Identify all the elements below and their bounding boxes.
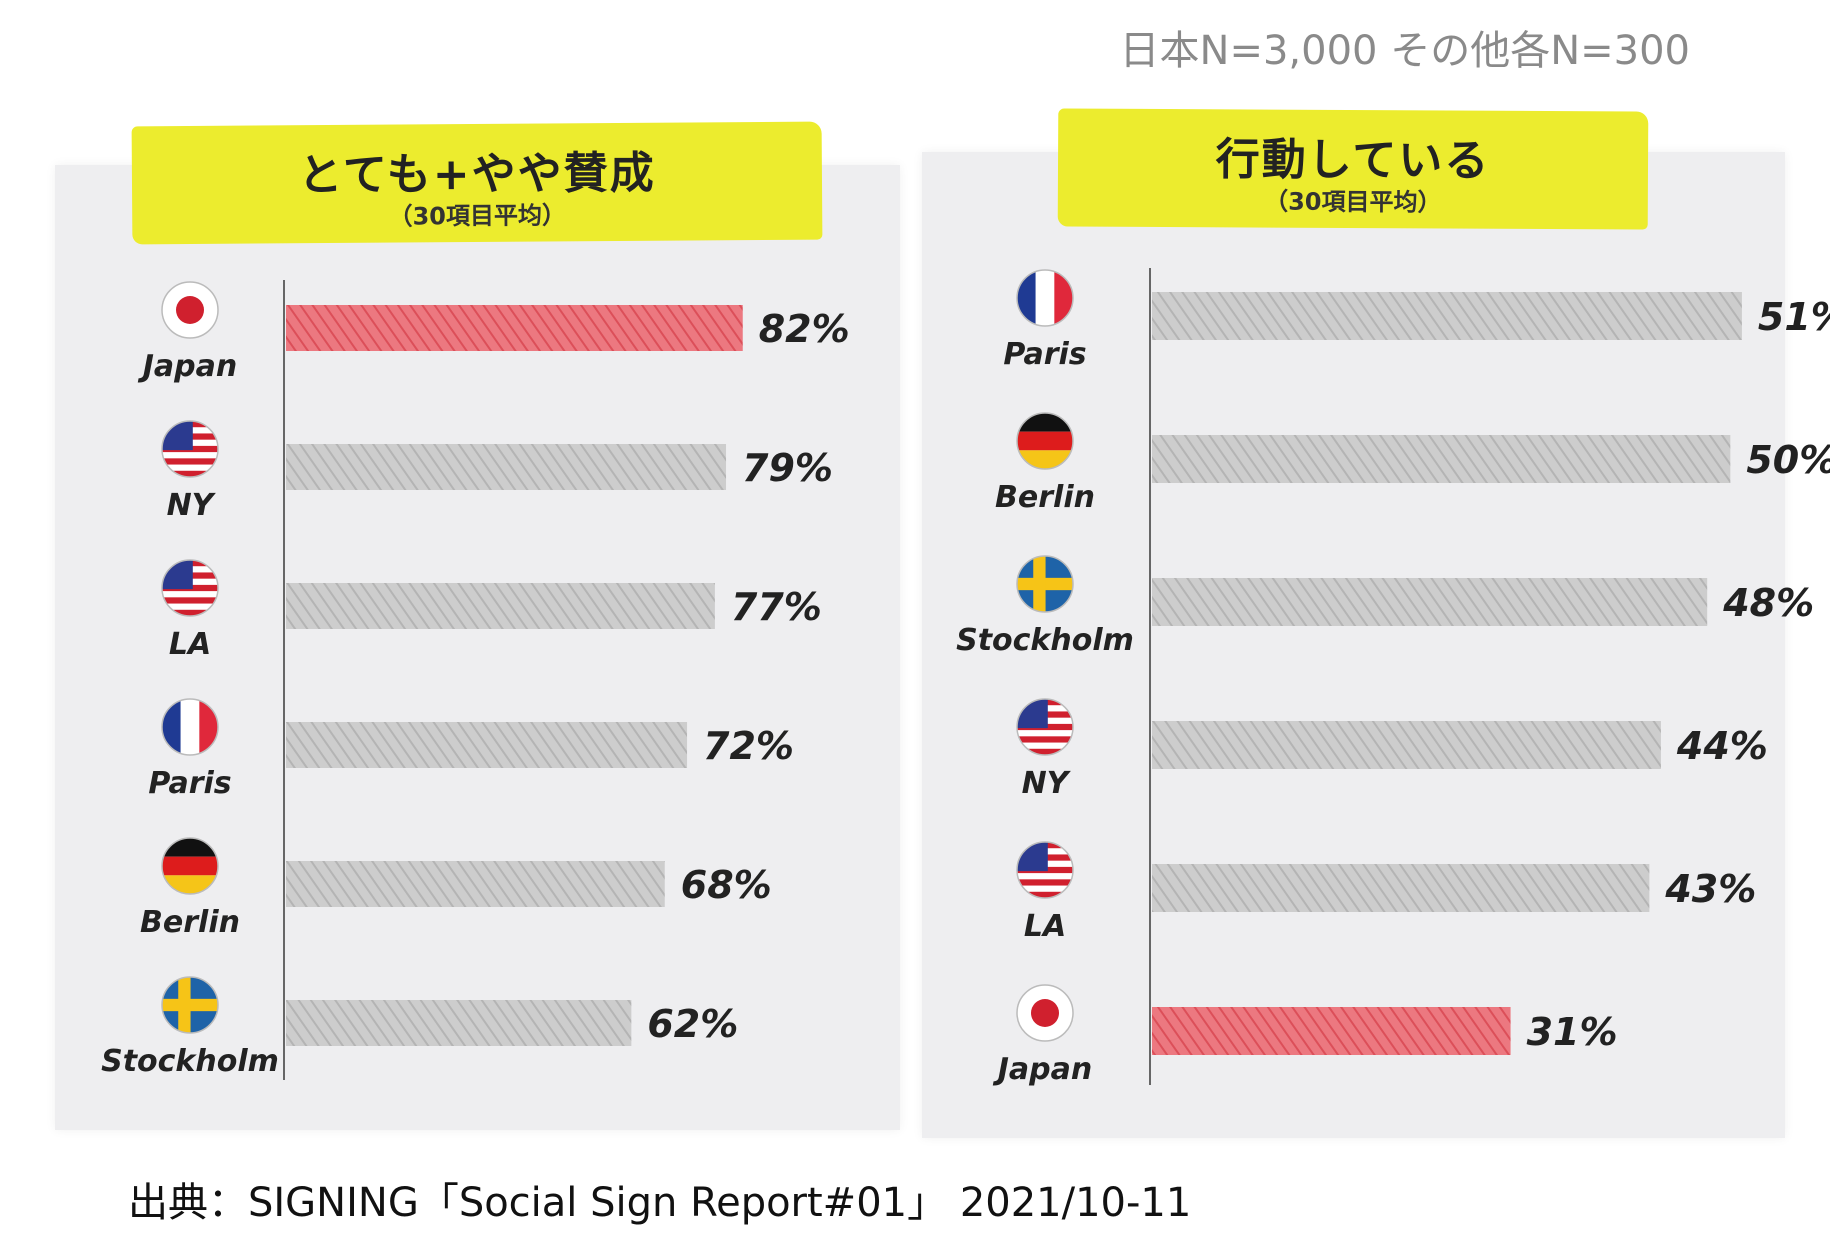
category-label: Stockholm xyxy=(101,1044,279,1079)
bar-stockholm xyxy=(1152,578,1708,626)
category-label: Japan xyxy=(138,349,237,384)
bar-paris xyxy=(286,722,688,768)
value-label: 72% xyxy=(703,724,794,768)
category-label: Paris xyxy=(1003,337,1086,372)
chart-1: 82% Japan 79% NY 77% LA 72% Paris 68% Berlin 62% St… xyxy=(101,280,850,1080)
bar-la xyxy=(286,583,715,629)
usa-flag-icon xyxy=(1016,841,1074,899)
value-label: 77% xyxy=(731,585,822,629)
source-citation: 出典：SIGNING「Social Sign Report#01」 2021/1… xyxy=(128,1180,1192,1226)
sample-size-note: 日本N=3,000 その他各N=300 xyxy=(1119,28,1690,74)
sweden-flag-icon xyxy=(161,976,219,1034)
category-label: Berlin xyxy=(995,480,1095,515)
value-label: 82% xyxy=(759,307,850,351)
category-label: LA xyxy=(169,627,211,662)
value-label: 50% xyxy=(1746,438,1830,482)
bar-la xyxy=(1152,864,1650,912)
bar-berlin xyxy=(1152,435,1731,483)
france-flag-icon xyxy=(1016,269,1074,327)
value-label: 48% xyxy=(1722,581,1814,625)
usa-flag-icon xyxy=(161,559,219,617)
france-flag-icon xyxy=(161,698,219,756)
bar-ny xyxy=(1152,721,1661,769)
bar-berlin xyxy=(286,861,665,907)
value-label: 68% xyxy=(681,863,772,907)
sweden-flag-icon xyxy=(1016,555,1074,613)
category-label: LA xyxy=(1024,909,1066,944)
bar-japan xyxy=(1152,1007,1511,1055)
category-label: Japan xyxy=(993,1052,1092,1087)
category-label: NY xyxy=(167,488,217,523)
value-label: 51% xyxy=(1758,295,1830,339)
category-label: Stockholm xyxy=(956,623,1134,658)
value-label: 44% xyxy=(1676,724,1768,768)
bar-ny xyxy=(286,444,727,490)
japan-flag-icon xyxy=(1016,984,1074,1042)
value-label: 62% xyxy=(647,1002,738,1046)
category-label: Berlin xyxy=(140,905,240,940)
germany-flag-icon xyxy=(161,837,219,895)
bar-stockholm xyxy=(286,1000,632,1046)
value-label: 43% xyxy=(1664,867,1756,911)
usa-flag-icon xyxy=(161,420,219,478)
bar-japan xyxy=(286,305,743,351)
bar-paris xyxy=(1152,292,1742,340)
germany-flag-icon xyxy=(1016,412,1074,470)
chart-2: 51% Paris 50% Berlin 48% Stockholm 44% NY 43% LA 3… xyxy=(956,268,1830,1087)
category-label: NY xyxy=(1022,766,1072,801)
value-label: 79% xyxy=(742,446,833,490)
category-label: Paris xyxy=(148,766,231,801)
value-label: 31% xyxy=(1527,1010,1618,1054)
japan-flag-icon xyxy=(161,281,219,339)
usa-flag-icon xyxy=(1016,698,1074,756)
